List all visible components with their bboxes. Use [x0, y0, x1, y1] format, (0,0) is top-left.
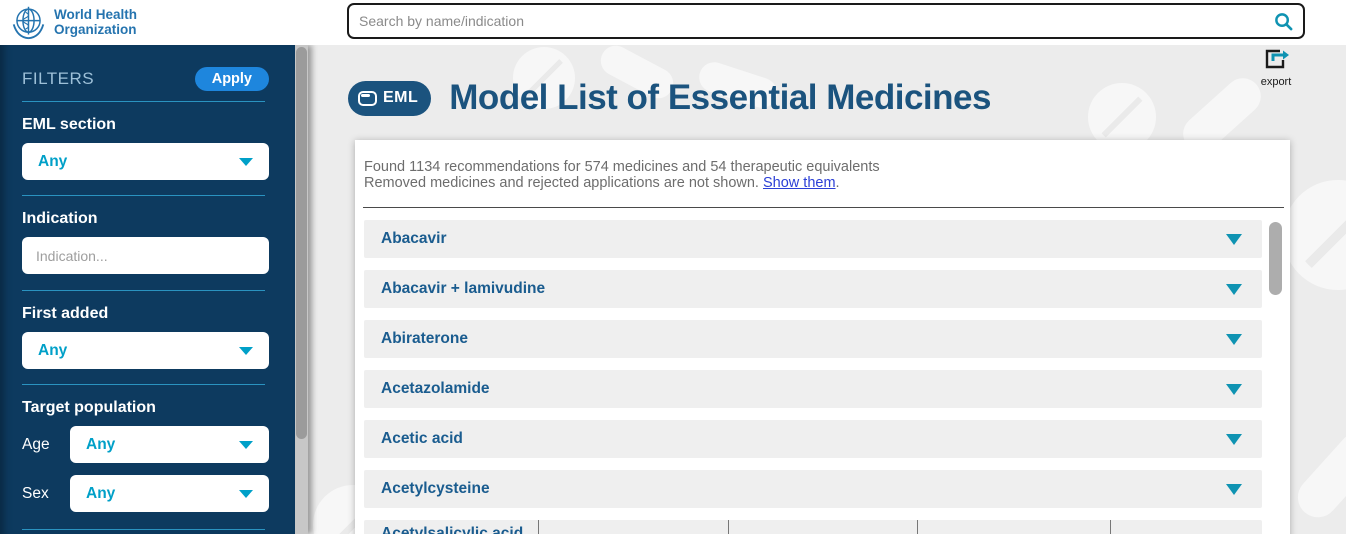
age-label: Age: [22, 435, 50, 453]
medicine-name: Abacavir: [381, 230, 447, 247]
first-added-label: First added: [22, 305, 109, 322]
expand-arrow-icon[interactable]: [1226, 433, 1242, 445]
sex-label: Sex: [22, 484, 49, 502]
medicine-row-acetylsalicylic-acid[interactable]: Acetylsalicylic acid: [364, 520, 1262, 534]
column-divider: [538, 520, 539, 534]
expand-arrow-icon[interactable]: [1226, 233, 1242, 245]
medicine-list: Abacavir Abacavir + lamivudine Abiratero…: [364, 220, 1262, 534]
eml-section-label: EML section: [22, 116, 116, 133]
filters-sidebar: FILTERS Apply EML section Any Indication…: [0, 45, 295, 534]
age-value: Any: [86, 435, 116, 453]
show-them-link[interactable]: Show them: [762, 174, 836, 191]
sidebar-scrollbar[interactable]: [295, 45, 308, 534]
apply-filters-button[interactable]: Apply: [194, 67, 269, 91]
medicine-row-abiraterone[interactable]: Abiraterone: [364, 320, 1262, 358]
indication-input[interactable]: [22, 237, 269, 274]
chevron-down-icon: [239, 440, 253, 449]
main-content: export EML Model List of Essential Medic…: [308, 45, 1346, 534]
expand-arrow-icon[interactable]: [1226, 333, 1242, 345]
eml-section-value: Any: [38, 152, 68, 170]
eml-list-icon: [358, 90, 377, 106]
eml-section-dropdown[interactable]: Any: [22, 143, 269, 180]
expand-arrow-icon[interactable]: [1226, 383, 1242, 395]
age-dropdown[interactable]: Any: [70, 426, 269, 463]
chevron-down-icon: [239, 157, 253, 166]
results-summary: Found 1134 recommendations for 574 medic…: [355, 140, 1290, 191]
filters-title: FILTERS: [22, 69, 95, 88]
medicine-row-abacavir[interactable]: Abacavir: [364, 220, 1262, 258]
divider: [22, 195, 265, 196]
first-added-value: Any: [38, 341, 68, 359]
sidebar-scrollbar-thumb[interactable]: [296, 47, 307, 439]
medicine-row-acetazolamide[interactable]: Acetazolamide: [364, 370, 1262, 408]
sex-value: Any: [86, 484, 116, 502]
medicine-name: Abacavir + lamivudine: [381, 280, 546, 297]
divider: [22, 529, 265, 530]
divider: [22, 384, 265, 385]
summary-line2: Removed medicines and rejected applicati…: [364, 174, 840, 191]
results-card: Found 1134 recommendations for 574 medic…: [355, 140, 1290, 534]
who-logo-text: World Health Organization: [54, 6, 138, 37]
medicine-name: Acetylcysteine: [381, 480, 490, 497]
first-added-dropdown[interactable]: Any: [22, 332, 269, 369]
chevron-down-icon: [239, 346, 253, 355]
export-button[interactable]: export: [1254, 48, 1298, 88]
summary-line1: Found 1134 recommendations for 574 medic…: [364, 159, 880, 175]
medicine-row-acetylcysteine[interactable]: Acetylcysteine: [364, 470, 1262, 508]
column-divider: [1110, 520, 1111, 534]
target-population-label: Target population: [22, 399, 156, 416]
medicine-name: Acetic acid: [381, 430, 463, 447]
sex-dropdown[interactable]: Any: [70, 475, 269, 512]
search-input[interactable]: [349, 13, 1274, 29]
column-divider: [728, 520, 729, 534]
tablet-watermark: [1283, 180, 1346, 290]
export-icon: [1262, 48, 1290, 70]
capsule-watermark: [1289, 424, 1346, 526]
eml-badge-label: EML: [383, 89, 419, 106]
search-bar: [347, 3, 1305, 39]
list-scrollbar-thumb[interactable]: [1269, 222, 1282, 295]
expand-arrow-icon[interactable]: [1226, 283, 1242, 295]
divider: [363, 207, 1284, 208]
column-divider: [917, 520, 918, 534]
eml-badge: EML: [348, 80, 432, 116]
search-icon[interactable]: [1274, 12, 1293, 31]
divider: [22, 101, 265, 102]
who-emblem-icon: [10, 4, 47, 41]
chevron-down-icon: [239, 489, 253, 498]
divider: [22, 290, 265, 291]
who-logo[interactable]: World Health Organization: [10, 4, 137, 41]
top-header: World Health Organization: [0, 0, 1346, 45]
indication-label: Indication: [22, 210, 98, 227]
page-title: Model List of Essential Medicines: [449, 78, 991, 117]
medicine-name: Abiraterone: [381, 330, 468, 347]
medicine-row-abacavir-lamivudine[interactable]: Abacavir + lamivudine: [364, 270, 1262, 308]
medicine-name: Acetazolamide: [381, 380, 490, 397]
export-label: export: [1260, 76, 1292, 88]
expand-arrow-icon[interactable]: [1226, 483, 1242, 495]
medicine-name: Acetylsalicylic acid: [381, 525, 524, 534]
medicine-row-acetic-acid[interactable]: Acetic acid: [364, 420, 1262, 458]
